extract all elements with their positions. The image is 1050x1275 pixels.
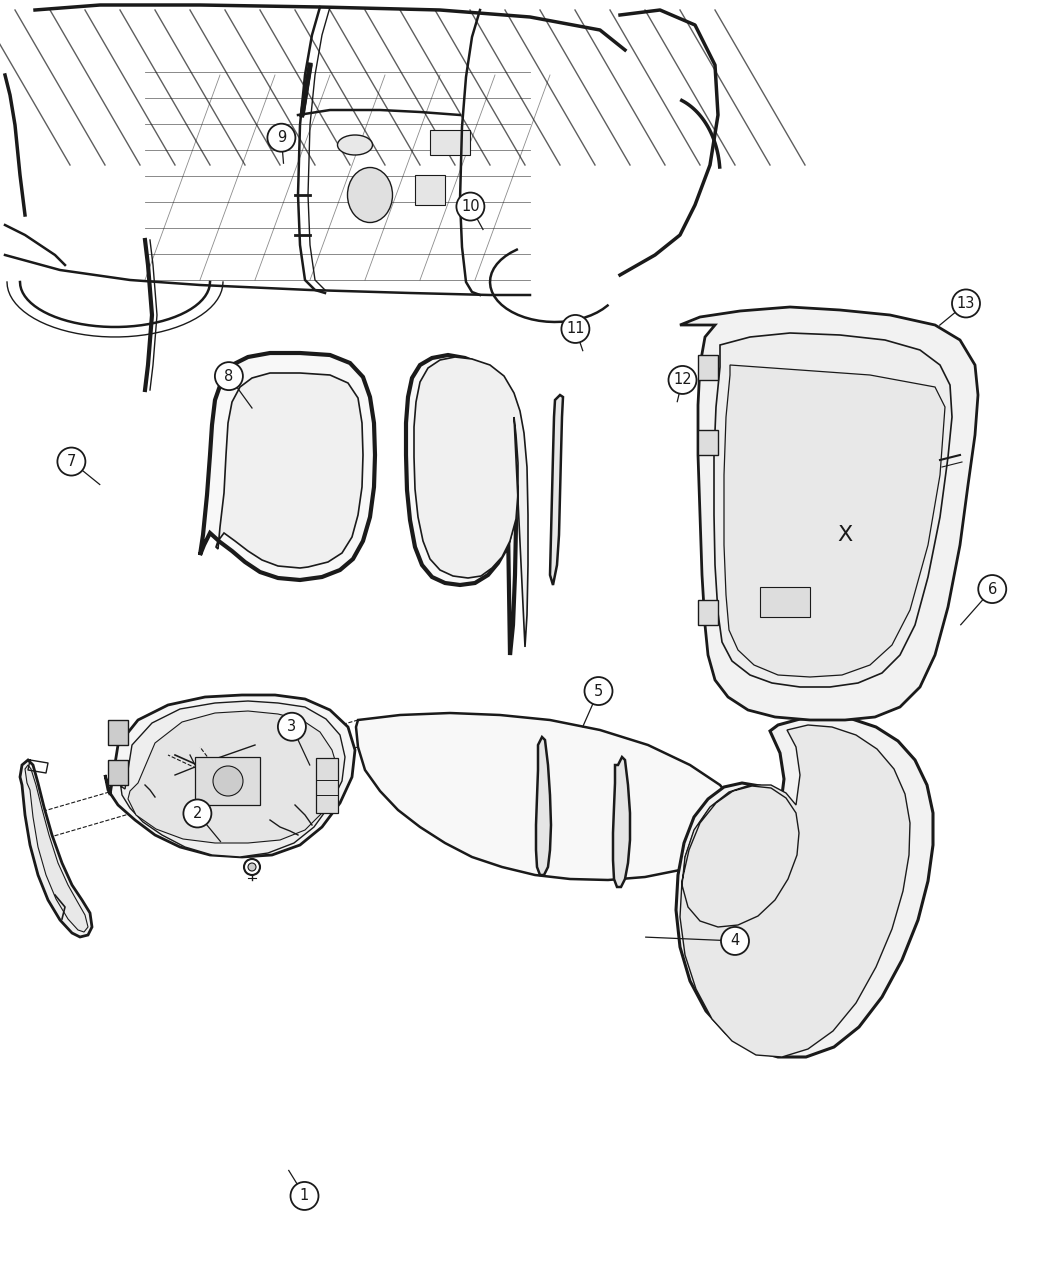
Polygon shape [105, 695, 355, 857]
Polygon shape [128, 711, 338, 843]
Bar [415, 175, 445, 205]
Circle shape [979, 575, 1006, 603]
Text: 6: 6 [988, 581, 996, 597]
Text: 3: 3 [288, 719, 296, 734]
Polygon shape [714, 333, 952, 687]
Circle shape [244, 859, 260, 875]
Text: 7: 7 [67, 454, 76, 469]
Text: 11: 11 [566, 321, 585, 337]
Text: 10: 10 [461, 199, 480, 214]
Polygon shape [680, 725, 910, 1057]
Circle shape [215, 362, 243, 390]
Text: 13: 13 [957, 296, 975, 311]
Polygon shape [200, 353, 375, 580]
Bar [108, 760, 128, 785]
Polygon shape [536, 737, 551, 875]
Polygon shape [216, 374, 363, 567]
Bar [108, 720, 128, 745]
Polygon shape [406, 354, 516, 655]
Bar [698, 601, 718, 625]
Polygon shape [25, 765, 88, 932]
Ellipse shape [213, 766, 243, 796]
Text: 8: 8 [225, 368, 233, 384]
Circle shape [457, 193, 484, 221]
Circle shape [268, 124, 295, 152]
Circle shape [585, 677, 612, 705]
Circle shape [669, 366, 696, 394]
Polygon shape [613, 757, 630, 887]
Bar [195, 757, 260, 805]
Circle shape [184, 799, 211, 827]
Text: 9: 9 [277, 130, 286, 145]
Circle shape [58, 448, 85, 476]
Text: 12: 12 [673, 372, 692, 388]
Text: 4: 4 [731, 933, 739, 949]
Polygon shape [676, 717, 933, 1057]
Text: 1: 1 [300, 1188, 309, 1204]
Bar [760, 586, 810, 617]
Polygon shape [550, 395, 563, 585]
Circle shape [248, 863, 256, 871]
Bar [698, 430, 718, 455]
Ellipse shape [348, 167, 393, 223]
Text: 2: 2 [193, 806, 202, 821]
Circle shape [721, 927, 749, 955]
Circle shape [562, 315, 589, 343]
Polygon shape [356, 713, 740, 880]
Circle shape [291, 1182, 318, 1210]
Polygon shape [414, 357, 528, 646]
Bar [316, 759, 338, 813]
Circle shape [278, 713, 306, 741]
Polygon shape [120, 701, 345, 857]
Circle shape [952, 289, 980, 317]
Polygon shape [724, 365, 945, 677]
Polygon shape [20, 760, 92, 937]
Text: 5: 5 [594, 683, 603, 699]
Polygon shape [680, 307, 978, 720]
Ellipse shape [337, 135, 373, 156]
Bar [430, 130, 470, 156]
Text: X: X [838, 525, 853, 544]
Bar [698, 354, 718, 380]
